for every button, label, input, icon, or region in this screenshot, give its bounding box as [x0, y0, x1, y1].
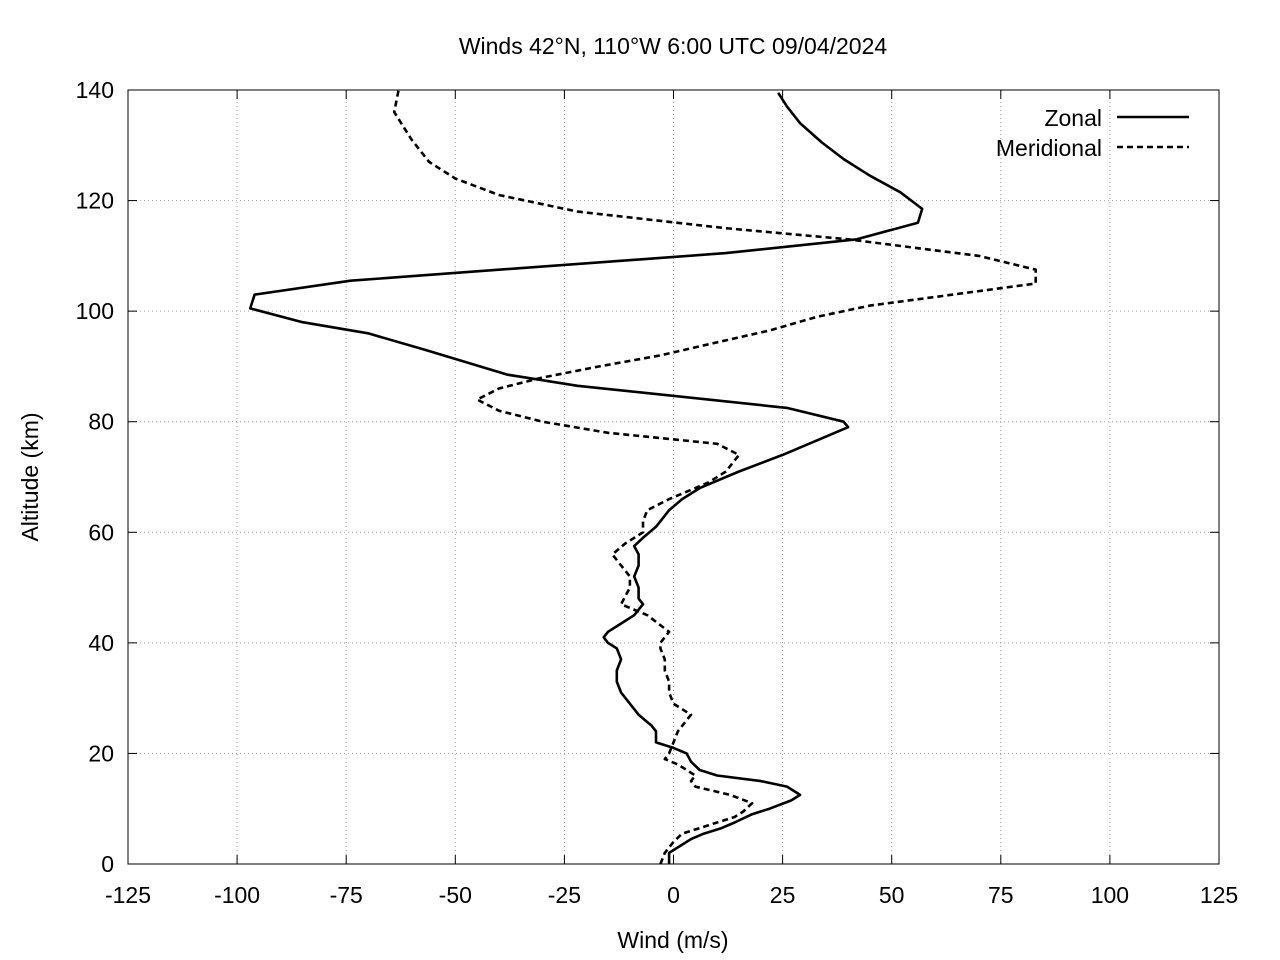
y-tick-label: 0 [101, 851, 114, 877]
legend: Zonal Meridional [996, 105, 1189, 161]
y-tick-label: 60 [88, 519, 114, 545]
series-line-zonal [248, 92, 924, 864]
y-axis-label: Altitude (km) [17, 412, 43, 541]
y-tick-labels: 0 20 40 60 80 100 120 140 [76, 77, 114, 877]
series-lines [248, 89, 1037, 865]
x-tick-label: 25 [770, 882, 796, 908]
x-tick-label: -100 [214, 882, 260, 908]
plot-border [127, 89, 1220, 865]
x-tick-label: 50 [879, 882, 905, 908]
legend-label-meridional: Meridional [996, 135, 1102, 161]
legend-label-zonal: Zonal [1044, 105, 1102, 131]
x-tick-label: 0 [667, 882, 680, 908]
x-tick-label: 75 [988, 882, 1014, 908]
y-tick-label: 40 [88, 630, 114, 656]
x-tick-label: -125 [105, 882, 151, 908]
x-tick-label: -25 [548, 882, 581, 908]
chart-title: Winds 42°N, 110°W 6:00 UTC 09/04/2024 [459, 33, 888, 59]
series-line-meridional [392, 89, 1037, 865]
x-tick-label: 100 [1091, 882, 1129, 908]
x-tick-label: -50 [439, 882, 472, 908]
x-tick-label: -75 [330, 882, 363, 908]
x-axis-label: Wind (m/s) [617, 927, 728, 953]
x-tick-label: 125 [1200, 882, 1238, 908]
y-tick-label: 20 [88, 740, 114, 766]
grid-lines [128, 90, 1219, 864]
y-tick-label: 140 [76, 77, 114, 103]
y-tick-label: 120 [76, 188, 114, 214]
y-tick-label: 80 [88, 409, 114, 435]
x-tick-labels: -125 -100 -75 -50 -25 0 25 50 75 100 125 [105, 882, 1238, 908]
y-tick-label: 100 [76, 298, 114, 324]
